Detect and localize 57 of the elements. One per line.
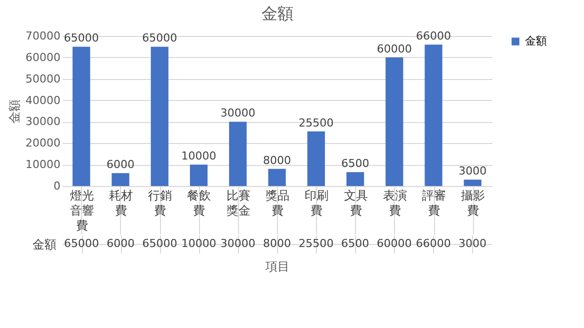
text: 3000	[458, 164, 487, 178]
data-label: 3000	[458, 237, 486, 250]
data-label: 66000	[416, 237, 451, 250]
y-tick-label: 10000	[26, 158, 60, 172]
text: 66000	[416, 30, 452, 43]
y-tick-label: 30000	[26, 115, 60, 128]
y-tick-label: 50000	[26, 72, 60, 86]
text: 金額	[32, 238, 56, 252]
bar	[72, 46, 90, 186]
bar	[307, 131, 325, 186]
text: 65000	[142, 32, 178, 45]
text: 8000	[263, 154, 291, 167]
data-label: 8000	[263, 237, 291, 250]
x-tick-label: 燈光音響費	[70, 188, 94, 232]
text: 30000	[220, 106, 256, 120]
x-axis-title: 項目	[264, 260, 290, 274]
y-tick-label: 40000	[26, 94, 60, 107]
data-label: 10000	[181, 237, 216, 250]
text: 65000	[64, 32, 99, 45]
chart-title: 金額	[262, 4, 294, 23]
x-tick-label: 獎品費	[266, 188, 290, 218]
x-tick-label: 攝影費	[461, 188, 486, 218]
x-tick-label: 比賽獎金	[226, 188, 250, 218]
text: 60000	[376, 42, 412, 56]
data-label: 6000	[106, 237, 135, 250]
text: 10000	[181, 150, 216, 163]
bar	[268, 168, 286, 186]
data-label: 65000	[64, 237, 100, 250]
y-tick-label: 70000	[26, 30, 60, 42]
y-tick-label: 60000	[26, 50, 60, 64]
y-tick-label: 0	[54, 180, 60, 192]
x-tick-label: 耗材費	[108, 188, 133, 218]
text: 6500	[341, 157, 370, 170]
bar	[229, 122, 247, 186]
bar	[424, 44, 442, 186]
data-label: 60000	[376, 237, 412, 250]
y-axis-title: 金額	[8, 100, 22, 124]
x-tick-label: 表演費	[382, 188, 407, 218]
bar	[150, 46, 168, 186]
bar	[112, 173, 130, 186]
data-label: 65000	[142, 237, 178, 250]
x-tick-label: 餐飲費	[187, 188, 212, 218]
text: 25500	[298, 116, 334, 130]
bar	[346, 172, 364, 186]
data-label: 6500	[341, 237, 370, 250]
bar	[464, 180, 482, 186]
text: 6000	[106, 158, 134, 172]
legend-label: 金額	[525, 34, 547, 48]
x-tick-label: 行銷費	[148, 188, 172, 218]
x-tick-label: 評審費	[422, 188, 446, 218]
x-tick-label: 印刷費	[304, 188, 329, 218]
x-tick-label: 文具費	[344, 188, 368, 218]
data-label: 30000	[220, 237, 256, 250]
data-label: 25500	[298, 237, 334, 250]
bar	[386, 57, 404, 186]
y-tick-label: 20000	[26, 136, 60, 150]
bar	[190, 164, 208, 186]
